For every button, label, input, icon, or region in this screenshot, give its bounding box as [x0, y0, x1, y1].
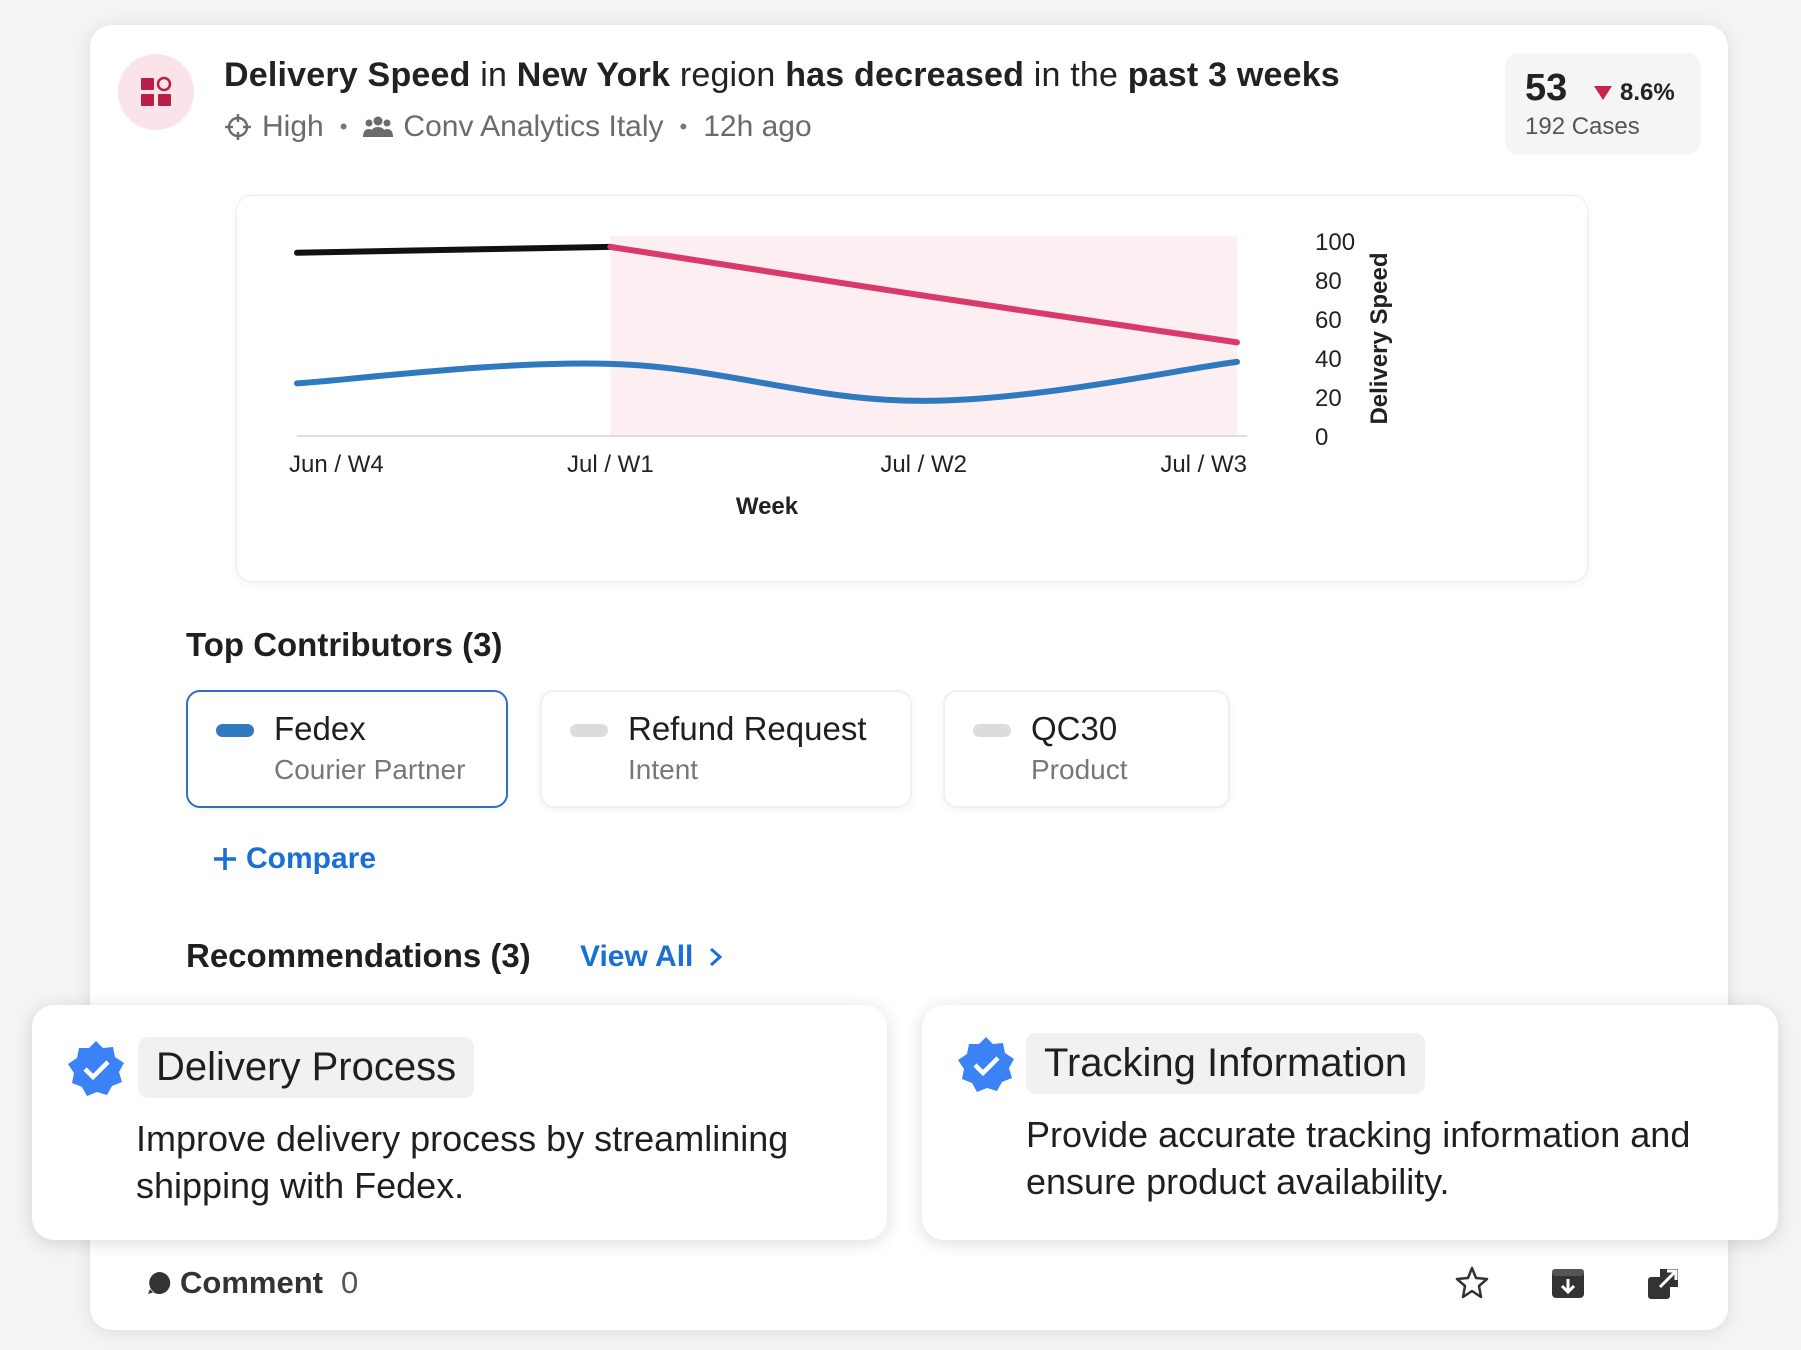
- kpi-value: 53: [1525, 67, 1568, 109]
- contributor-card-fedex[interactable]: Fedex Courier Partner: [186, 690, 508, 808]
- plus-icon: [214, 848, 236, 870]
- contributor-name: QC30: [1031, 710, 1118, 747]
- team-icon: [363, 115, 394, 139]
- y-tick-label: 60: [1315, 307, 1342, 334]
- title-metric: Delivery Speed: [224, 56, 471, 94]
- series-swatch: [216, 724, 254, 737]
- meta-separator: •: [339, 114, 348, 139]
- x-tick-label: Jul / W1: [567, 451, 654, 478]
- chart-svg: Jun / W4 Jul / W1 Jul / W2 Jul / W3 Week 0 20 4…: [289, 229, 1393, 520]
- open-external-icon[interactable]: [1644, 1263, 1684, 1303]
- comment-bubble-icon: [148, 1271, 171, 1294]
- verified-badge-icon: [66, 1039, 126, 1104]
- kpi-change: 8.6%: [1593, 79, 1675, 107]
- title-trend: has decreased: [785, 56, 1025, 94]
- insight-title: Delivery Speed in New York region has de…: [224, 56, 1340, 95]
- verified-badge-icon: [956, 1035, 1016, 1100]
- contributor-card-refund-request[interactable]: Refund Request Intent: [540, 690, 912, 808]
- contributor-name: Refund Request: [628, 710, 867, 747]
- line-chart: Jun / W4 Jul / W1 Jul / W2 Jul / W3 Week 0 20 4…: [236, 195, 1588, 582]
- view-all-label: View All: [580, 940, 694, 973]
- recommendation-title: Delivery Process: [138, 1037, 475, 1098]
- trend-down-icon: [1594, 86, 1612, 100]
- compare-button[interactable]: Compare: [212, 842, 376, 876]
- y-tick-label: 40: [1315, 346, 1342, 373]
- series-line-fedex: [294, 358, 1240, 404]
- insight-meta: High • Conv Analytics Italy • 12h ago: [224, 110, 812, 144]
- recommendations-title: Recommendations (3): [186, 937, 531, 974]
- chevron-right-icon: [710, 947, 723, 967]
- comment-label: Comment: [180, 1265, 323, 1300]
- y-tick-label: 80: [1315, 268, 1342, 295]
- y-tick-label: 20: [1315, 385, 1342, 412]
- team-label[interactable]: Conv Analytics Italy: [403, 110, 664, 143]
- x-tick-label: Jul / W3: [1160, 451, 1247, 478]
- compare-label: Compare: [246, 842, 377, 875]
- contributor-type: Product: [1031, 754, 1128, 785]
- meta-separator: •: [679, 114, 688, 139]
- title-text: in: [470, 56, 517, 94]
- download-icon[interactable]: [1548, 1263, 1588, 1303]
- recommendation-title: Tracking Information: [1026, 1033, 1426, 1094]
- priority-label: High: [262, 110, 324, 143]
- recommendation-card-tracking-information[interactable]: Tracking Information Provide accurate tr…: [922, 1005, 1778, 1240]
- contributor-type: Intent: [628, 754, 699, 785]
- contributor-type: Courier Partner: [274, 754, 466, 785]
- series-swatch: [973, 724, 1011, 737]
- title-period: past 3 weeks: [1127, 56, 1340, 94]
- recommendation-description: Improve delivery process by streamlining…: [136, 1118, 789, 1206]
- dashboard-grid-icon: [118, 54, 194, 130]
- recommendation-card-delivery-process[interactable]: Delivery Process Improve delivery proces…: [32, 1005, 887, 1240]
- x-tick-label: Jun / W4: [289, 451, 384, 478]
- star-icon[interactable]: [1452, 1263, 1492, 1303]
- comment-button[interactable]: Comment 0: [146, 1265, 358, 1301]
- kpi-cases: 192 Cases: [1525, 113, 1640, 140]
- comment-count: 0: [340, 1265, 359, 1300]
- contributors-title: Top Contributors (3): [186, 626, 503, 663]
- series-swatch: [570, 724, 608, 737]
- series-line-before: [294, 243, 614, 256]
- recommendation-description: Provide accurate tracking information an…: [1026, 1114, 1691, 1202]
- contributor-name: Fedex: [274, 710, 366, 747]
- y-tick-label: 0: [1315, 424, 1328, 451]
- timestamp: 12h ago: [703, 110, 812, 143]
- view-all-link[interactable]: View All: [580, 940, 725, 974]
- title-text: region: [670, 56, 786, 94]
- y-axis-label: Delivery Speed: [1366, 252, 1393, 424]
- x-axis-label: Week: [736, 493, 799, 520]
- contributor-card-qc30[interactable]: QC30 Product: [943, 690, 1230, 808]
- title-region: New York: [516, 56, 671, 94]
- crosshair-icon: [224, 113, 252, 141]
- title-text: in the: [1024, 56, 1128, 94]
- kpi-box: 53 8.6% 192 Cases: [1505, 53, 1701, 155]
- highlight-band: [610, 236, 1237, 436]
- x-tick-label: Jul / W2: [880, 451, 967, 478]
- series-line-highlight: [607, 243, 1240, 346]
- y-tick-label: 100: [1315, 229, 1355, 256]
- kpi-change-value: 8.6%: [1620, 79, 1675, 106]
